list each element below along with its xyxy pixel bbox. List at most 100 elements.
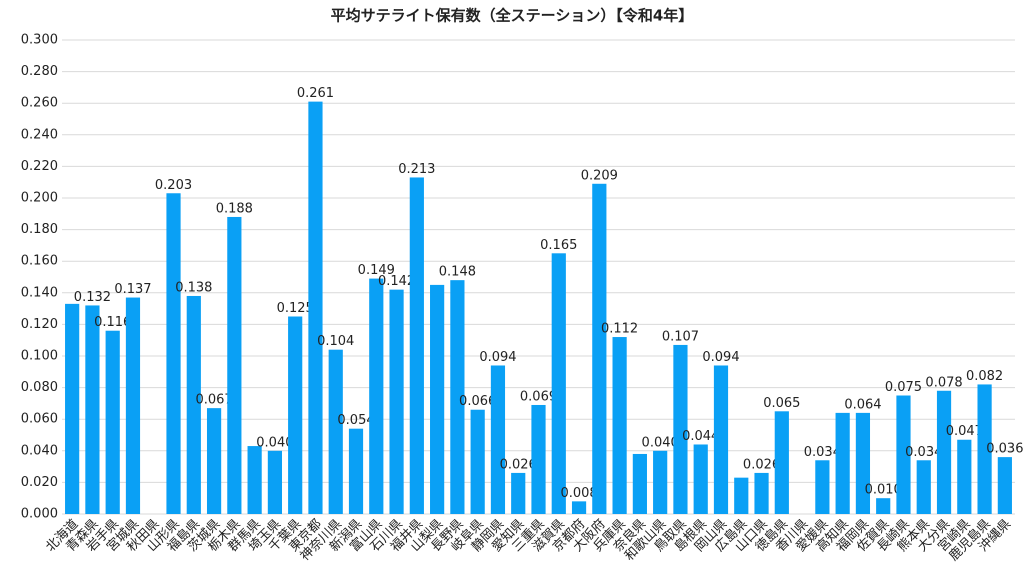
value-label: 0.094 (702, 350, 739, 365)
bar (206, 408, 222, 514)
bar (673, 344, 688, 514)
bar (348, 428, 364, 514)
bar (511, 472, 526, 514)
value-label: 0.026 (500, 457, 537, 472)
value-label: 0.261 (297, 86, 334, 101)
bar (876, 498, 891, 514)
value-label: 0.067 (195, 393, 232, 408)
bar (409, 177, 424, 514)
value-label: 0.069 (520, 389, 557, 404)
value-label: 0.034 (804, 445, 841, 460)
value-label: 0.034 (905, 445, 942, 460)
value-label: 0.142 (378, 274, 415, 289)
bar (896, 395, 911, 514)
value-label: 0.040 (642, 435, 679, 450)
value-label: 0.040 (256, 435, 293, 450)
value-label: 0.148 (439, 265, 476, 280)
value-label: 0.078 (925, 375, 962, 390)
value-label: 0.036 (986, 442, 1023, 457)
bar (997, 457, 1012, 514)
bar (186, 295, 201, 514)
bar (166, 193, 181, 514)
bar (693, 444, 708, 514)
bar (571, 501, 587, 514)
bar (936, 390, 952, 514)
bar (612, 337, 627, 514)
value-label: 0.094 (479, 350, 516, 365)
value-label: 0.209 (581, 168, 618, 183)
y-tick-label: 0.220 (21, 159, 58, 174)
value-label: 0.104 (317, 334, 354, 349)
bar (774, 411, 789, 514)
y-tick-label: 0.200 (21, 191, 58, 206)
value-label: 0.137 (114, 282, 151, 297)
value-label: 0.138 (175, 280, 212, 295)
y-tick-label: 0.140 (21, 285, 58, 300)
value-label: 0.125 (277, 301, 314, 316)
y-tick-label: 0.300 (21, 33, 58, 48)
bar (632, 453, 647, 514)
value-label: 0.149 (358, 263, 395, 278)
bar (754, 472, 769, 514)
bar (227, 216, 242, 514)
bar (916, 460, 931, 514)
value-label: 0.203 (155, 178, 192, 193)
bar (450, 280, 465, 514)
chart-title: 平均サテライト保有数（全ステーション）【令和4年】 (331, 7, 694, 25)
value-label: 0.064 (844, 397, 881, 412)
y-tick-label: 0.280 (21, 64, 58, 79)
y-tick-label: 0.240 (21, 127, 58, 142)
bar (855, 412, 871, 514)
value-label: 0.047 (946, 424, 983, 439)
y-tick-label: 0.260 (21, 96, 58, 111)
value-label: 0.132 (74, 290, 111, 305)
bar (551, 253, 566, 515)
bar (490, 365, 506, 514)
bar (835, 412, 850, 514)
bar (430, 284, 445, 514)
y-tick-label: 0.020 (21, 475, 58, 490)
value-label: 0.008 (560, 486, 597, 501)
value-label: 0.165 (540, 238, 577, 253)
y-tick-label: 0.040 (21, 443, 58, 458)
value-label: 0.107 (662, 329, 699, 344)
value-label: 0.116 (94, 315, 131, 330)
value-label: 0.112 (601, 322, 638, 337)
bar (288, 316, 303, 514)
bar (247, 446, 262, 514)
value-label: 0.188 (216, 201, 253, 216)
bar (65, 303, 80, 514)
bar (815, 460, 830, 514)
bar (713, 365, 729, 514)
value-label: 0.010 (865, 483, 902, 498)
bar (105, 330, 120, 514)
bar (470, 409, 485, 514)
bar (85, 305, 100, 514)
bar (308, 101, 323, 515)
y-tick-label: 0.000 (21, 507, 58, 522)
y-tick-label: 0.080 (21, 380, 58, 395)
bar (531, 404, 546, 514)
bar (592, 183, 607, 514)
bar (734, 477, 749, 514)
bar (267, 450, 283, 514)
bar (125, 297, 141, 514)
bar (957, 439, 972, 514)
bar (328, 349, 343, 514)
value-label: 0.054 (337, 413, 374, 428)
y-tick-label: 0.160 (21, 254, 58, 269)
value-label: 0.075 (885, 380, 922, 395)
value-label: 0.082 (966, 369, 1003, 384)
bar (977, 384, 992, 514)
value-label: 0.044 (682, 429, 719, 444)
value-label: 0.213 (398, 162, 435, 177)
value-label: 0.066 (459, 394, 496, 409)
bar (369, 278, 384, 514)
bar (389, 289, 404, 514)
y-tick-label: 0.060 (21, 412, 58, 427)
y-tick-label: 0.100 (21, 349, 58, 364)
value-label: 0.026 (743, 457, 780, 472)
y-tick-label: 0.120 (21, 317, 58, 332)
bar (653, 450, 668, 514)
